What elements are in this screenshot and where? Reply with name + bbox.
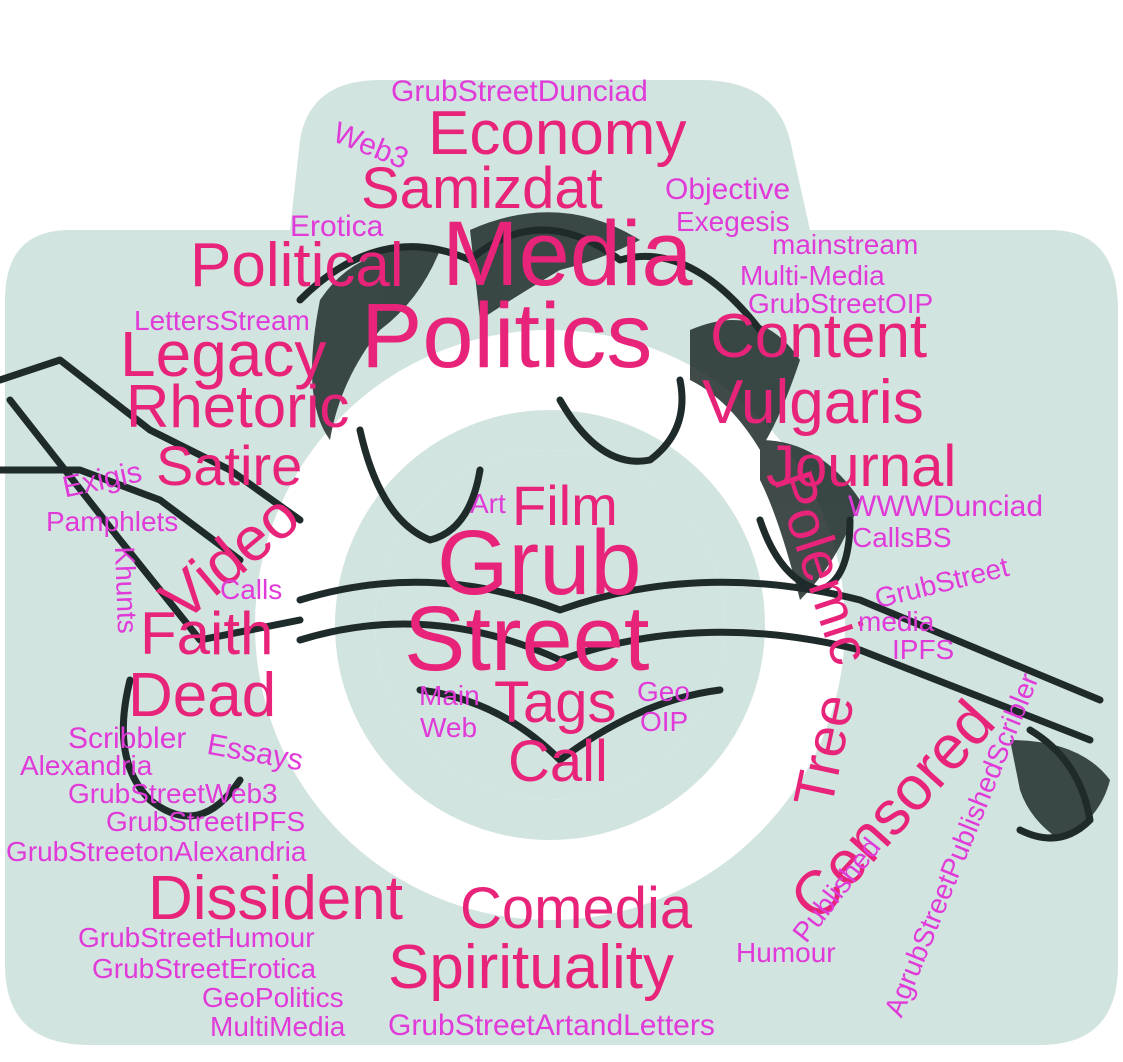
word-cloud-word: Multi-Media	[740, 260, 885, 291]
word-cloud-word: Legacy	[120, 318, 327, 390]
word-cloud-word: Erotica	[290, 210, 384, 243]
word-cloud-word: Faith	[140, 600, 274, 667]
word-cloud-word: Geo	[637, 676, 690, 707]
illustration-fills	[312, 212, 1110, 840]
word-cloud-word: Politics	[361, 285, 653, 387]
word-cloud-word: GrubStreetIPFS	[106, 806, 306, 837]
lens-ring	[255, 330, 845, 920]
reading-figures-illustration	[0, 226, 1104, 842]
word-cloud-word: GrubStreetHumour	[78, 922, 315, 953]
word-cloud-word: Dissident	[148, 864, 403, 933]
word-cloud-word: Tags	[494, 670, 617, 735]
word-cloud-word: Pamphlets	[46, 506, 179, 537]
word-cloud-word: GeoPolitics	[202, 982, 344, 1013]
word-cloud-word: Media	[442, 203, 693, 305]
word-cloud-word: Economy	[428, 99, 687, 168]
word-cloud-word: Khunts	[109, 545, 144, 635]
word-cloud-word: IPFS	[892, 634, 955, 665]
word-cloud-word: Street	[404, 588, 650, 690]
word-cloud-word: Alexandria	[20, 750, 153, 781]
word-cloud-word: Main	[419, 680, 480, 711]
word-cloud-word: Content	[710, 302, 928, 371]
word-cloud-word: Film	[512, 474, 618, 537]
word-cloud-word: Scribbler	[68, 722, 187, 755]
word-cloud-word: Comedia	[460, 876, 693, 941]
word-cloud-word: GrubStreetErotica	[92, 953, 317, 984]
word-cloud-word: GrubStreetDunciad	[391, 75, 648, 108]
word-cloud-word: MultiMedia	[210, 1011, 346, 1042]
word-cloud-word: Exegesis	[676, 206, 790, 237]
word-cloud-word: Web	[420, 712, 478, 743]
word-cloud-word: Art	[470, 488, 506, 519]
word-cloud-word: Vulgaris	[702, 368, 924, 437]
word-cloud-word: CallsBS	[852, 522, 952, 553]
word-cloud-word: Dead	[128, 661, 277, 730]
word-cloud-word: LettersStream	[134, 305, 310, 336]
word-cloud-word: WWWDunciad	[848, 490, 1044, 523]
word-cloud-word: Rhetoric	[126, 373, 350, 440]
word-cloud-word: mainstream	[772, 229, 919, 260]
word-cloud-word: Political	[190, 231, 404, 300]
word-cloud-word: Spirituality	[388, 933, 674, 1002]
word-cloud-word: Calls	[220, 574, 283, 605]
word-cloud-word: GrubStreetWeb3	[68, 778, 278, 809]
word-cloud-word: Humour	[736, 937, 836, 968]
word-cloud-word: OIP	[640, 706, 689, 737]
word-cloud-word: GrubStreetonAlexandria	[6, 836, 307, 867]
word-cloud-word: Grub	[437, 512, 642, 614]
word-cloud-word: Call	[508, 729, 608, 794]
word-cloud-word: GrubStreetOIP	[748, 288, 934, 319]
word-cloud-word: media	[858, 606, 935, 637]
word-cloud-word: GrubStreetArtandLetters	[388, 1009, 715, 1042]
word-cloud-word: Objective	[665, 173, 791, 206]
word-cloud-word: Samizdat	[361, 156, 603, 221]
word-cloud-word: Journal	[766, 434, 957, 499]
word-cloud-word: Satire	[156, 434, 303, 497]
